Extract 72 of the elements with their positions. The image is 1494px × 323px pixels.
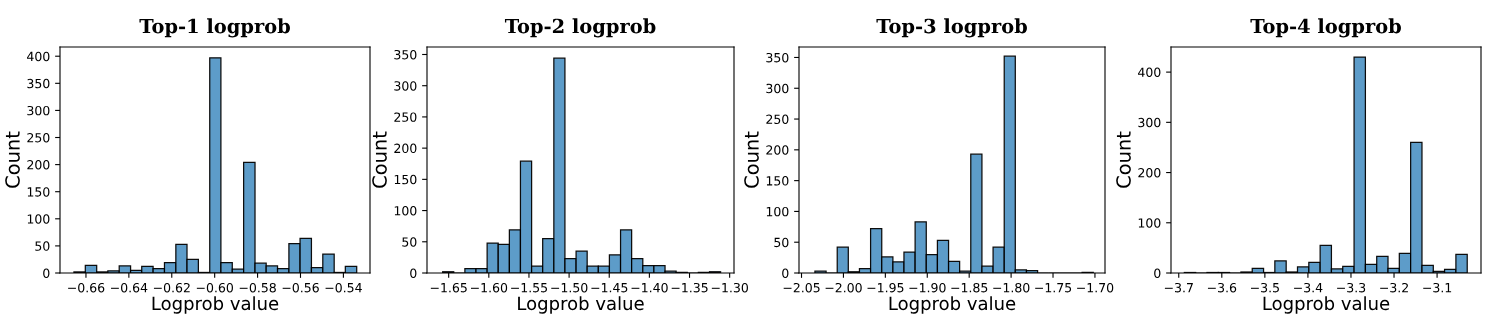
x-tick-label: −2.00 xyxy=(825,282,862,293)
y-tick-label: 100 xyxy=(1138,218,1161,228)
x-tick-label: −1.60 xyxy=(470,282,508,293)
y-tick-label: 150 xyxy=(394,174,417,185)
chart-title: Top-3 logprob xyxy=(876,18,1027,38)
x-tick-label: −3.5 xyxy=(1251,282,1279,293)
y-tick-label: 0 xyxy=(410,268,417,278)
y-tick-label: 0 xyxy=(43,268,50,278)
y-tick-label: 50 xyxy=(774,237,789,248)
y-tick-label: 400 xyxy=(27,51,50,62)
x-tick-label: −1.45 xyxy=(591,283,628,293)
x-tick-label: −1.90 xyxy=(909,282,946,293)
x-tick-label: −0.56 xyxy=(282,282,319,293)
y-tick-label: 300 xyxy=(766,83,789,94)
x-tick-label: −1.40 xyxy=(631,282,668,293)
y-tick-label: 300 xyxy=(394,81,417,91)
x-axis-title: Logprob value xyxy=(889,296,1016,314)
x-axis-title: Logprob value xyxy=(518,296,644,314)
y-tick-label: 250 xyxy=(27,132,50,143)
x-tick-label: −3.4 xyxy=(1294,282,1323,293)
chart-title: Top-1 logprob xyxy=(139,18,290,38)
x-tick-label: −0.58 xyxy=(239,282,276,293)
y-axis-title: Count xyxy=(5,131,20,188)
y-tick-label: 400 xyxy=(1138,67,1161,78)
y-tick-label: 0 xyxy=(782,268,789,278)
x-tick-label: −1.65 xyxy=(430,282,467,293)
x-tick-label: −1.85 xyxy=(951,282,988,293)
chart-title: Top-4 logprob xyxy=(1250,18,1401,38)
y-tick-label: 150 xyxy=(766,176,789,186)
x-tick-label: −3.1 xyxy=(1423,282,1452,293)
y-tick-label: 350 xyxy=(766,52,789,63)
x-tick-label: −3.6 xyxy=(1207,282,1237,293)
y-axis-title: Count xyxy=(744,131,759,188)
y-tick-label: 350 xyxy=(394,49,417,60)
chart-title: Top-2 logprob xyxy=(504,18,656,38)
x-axis-title: Logprob value xyxy=(1263,296,1390,314)
x-tick-label: −0.64 xyxy=(111,282,148,293)
y-tick-label: 200 xyxy=(1138,168,1161,178)
y-tick-label: 50 xyxy=(402,237,417,247)
x-tick-label: −1.50 xyxy=(551,282,588,293)
x-tick-label: −0.60 xyxy=(196,282,233,293)
y-tick-label: 150 xyxy=(27,187,50,197)
x-tick-label: −3.2 xyxy=(1380,282,1408,293)
y-axis-title: Count xyxy=(372,131,387,188)
y-tick-label: 300 xyxy=(27,105,50,116)
x-tick-label: −1.95 xyxy=(867,282,904,293)
x-axis-title: Logprob value xyxy=(152,296,279,314)
y-tick-label: 50 xyxy=(35,241,50,251)
x-tick-label: −1.70 xyxy=(1077,282,1114,293)
y-tick-label: 250 xyxy=(766,114,789,124)
y-tick-label: 0 xyxy=(1154,268,1161,278)
y-axis-title: Count xyxy=(1116,131,1131,188)
y-tick-label: 200 xyxy=(27,160,50,170)
y-tick-label: 300 xyxy=(1138,117,1161,128)
x-tick-label: −0.54 xyxy=(325,282,362,293)
y-tick-label: 100 xyxy=(394,206,417,216)
y-tick-label: 200 xyxy=(766,145,789,155)
x-tick-label: −1.55 xyxy=(511,283,548,293)
x-tick-label: −0.62 xyxy=(153,282,190,293)
x-tick-label: −3.3 xyxy=(1337,282,1366,293)
x-tick-label: −2.05 xyxy=(783,282,820,293)
x-tick-label: −1.30 xyxy=(711,282,748,293)
x-tick-label: −1.35 xyxy=(671,282,708,293)
y-tick-label: 100 xyxy=(27,214,50,224)
x-tick-label: −0.66 xyxy=(68,282,105,293)
y-tick-label: 250 xyxy=(394,112,417,122)
y-tick-label: 200 xyxy=(394,143,417,154)
y-tick-label: 100 xyxy=(766,206,789,217)
y-tick-label: 350 xyxy=(27,78,50,89)
x-tick-label: −1.75 xyxy=(1035,283,1072,293)
x-tick-label: −3.7 xyxy=(1164,282,1193,293)
x-tick-label: −1.80 xyxy=(993,282,1030,293)
